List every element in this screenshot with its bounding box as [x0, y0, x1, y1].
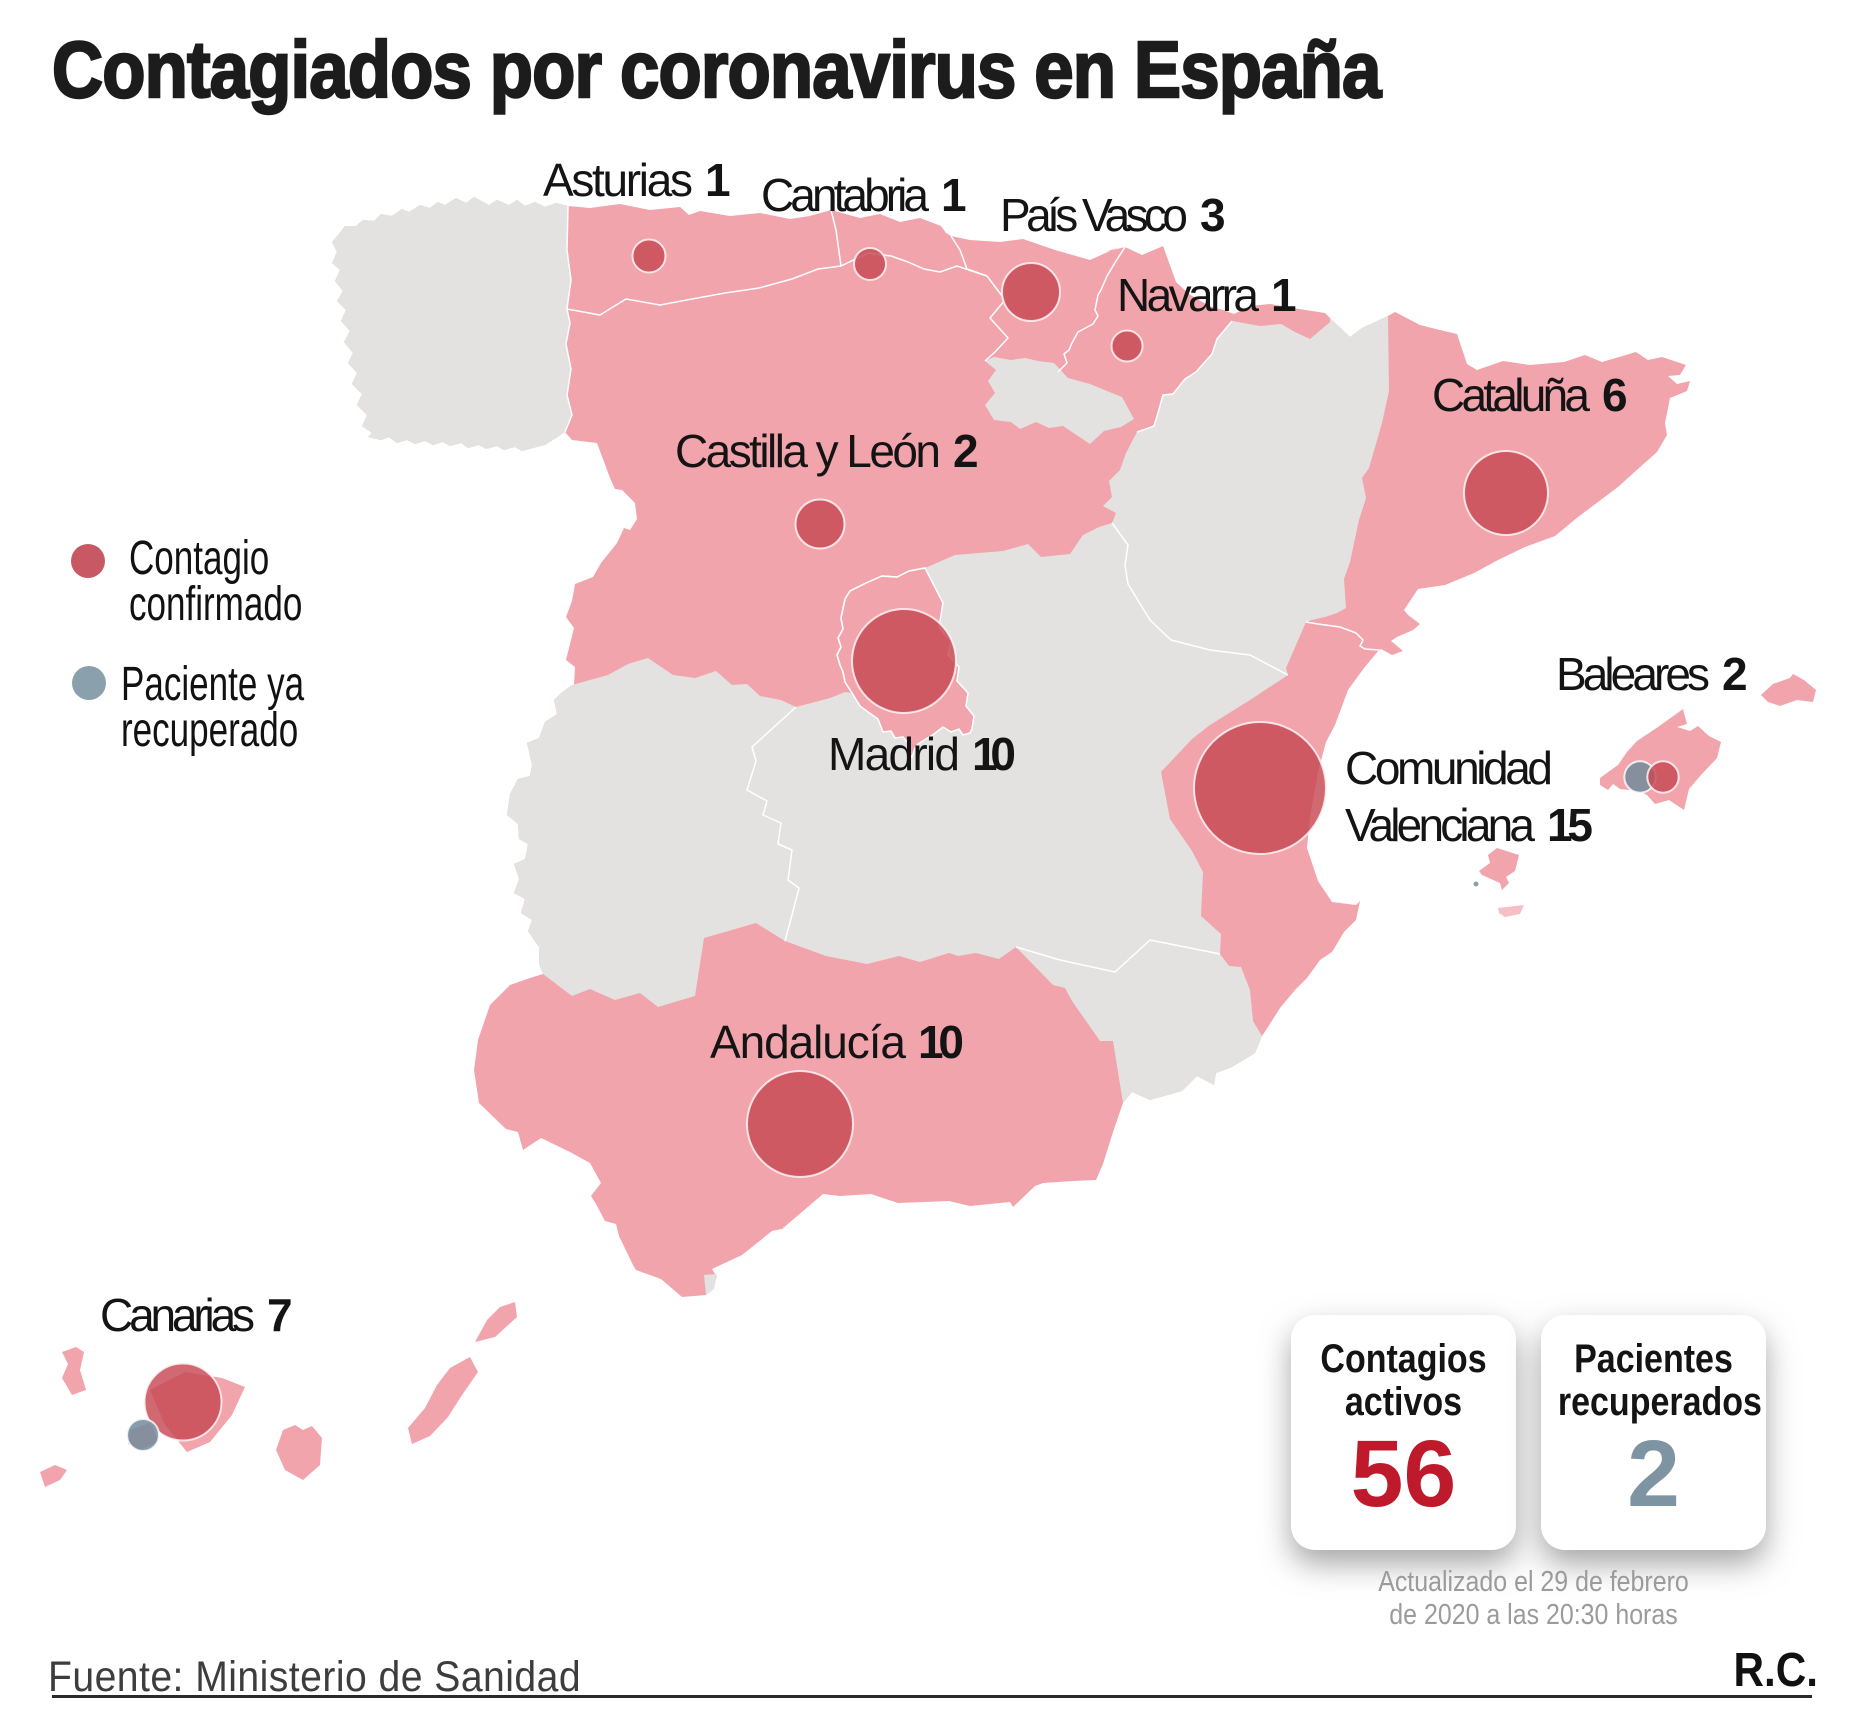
svg-text:Castilla y León: Castilla y León	[675, 425, 941, 477]
svg-text:Canarias: Canarias	[100, 1289, 255, 1341]
svg-text:10: 10	[918, 1016, 964, 1068]
svg-text:3: 3	[1200, 189, 1226, 241]
svg-text:Madrid: Madrid	[828, 728, 960, 780]
svg-text:Cantabria: Cantabria	[761, 169, 929, 221]
svg-text:1: 1	[1271, 269, 1297, 321]
svg-text:10: 10	[972, 728, 1016, 780]
svg-text:15: 15	[1547, 799, 1593, 851]
svg-text:Cataluña: Cataluña	[1432, 369, 1590, 421]
svg-text:País Vasco: País Vasco	[1000, 189, 1188, 241]
svg-text:1: 1	[705, 154, 731, 206]
svg-text:Comunidad: Comunidad	[1345, 742, 1553, 794]
svg-text:7: 7	[267, 1289, 293, 1341]
svg-text:2: 2	[1722, 648, 1748, 700]
svg-text:Baleares: Baleares	[1556, 648, 1710, 700]
svg-text:6: 6	[1602, 369, 1628, 421]
svg-text:Navarra: Navarra	[1117, 269, 1259, 321]
svg-text:Valenciana: Valenciana	[1345, 799, 1535, 851]
svg-text:Andalucía: Andalucía	[710, 1016, 906, 1068]
svg-text:Asturias: Asturias	[543, 154, 693, 206]
svg-text:1: 1	[941, 169, 967, 221]
svg-text:2: 2	[953, 425, 979, 477]
